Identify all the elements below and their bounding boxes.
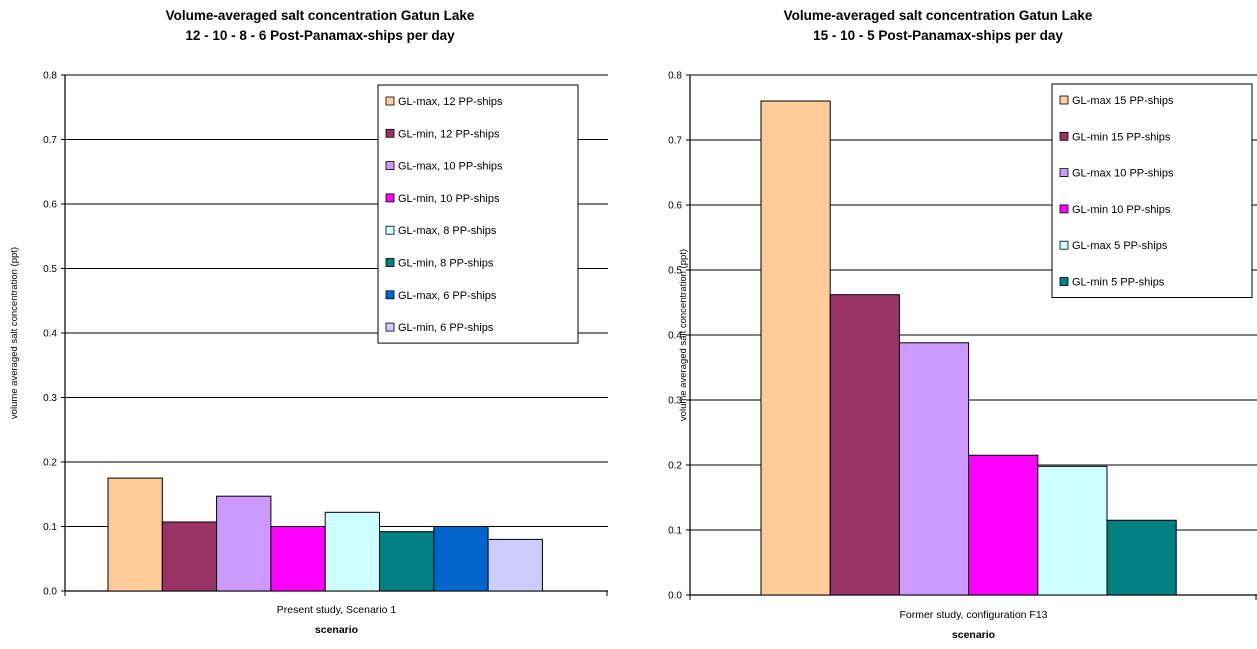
legend-swatch: [385, 193, 395, 203]
legend-label: GL-max 5 PP-ships: [1072, 240, 1168, 252]
bar-gl-min-10-pp-ships: [270, 526, 326, 592]
legend-box: [377, 84, 579, 344]
chart-title-line: 15 - 10 - 5 Post-Panamax-ships per day: [813, 28, 1063, 43]
y-tick-label: 0.3: [43, 393, 57, 404]
bar-gl-min-12-pp-ships: [161, 521, 218, 592]
y-axis-label: volume averaged salt concentration (ppt): [9, 247, 20, 419]
bar-gl-max-15-pp-ships: [760, 100, 831, 596]
legend-swatch: [385, 128, 395, 138]
y-tick-label: 0.6: [43, 200, 57, 211]
chart-right-svg: Volume-averaged salt concentration Gatun…: [668, 8, 1257, 641]
y-tick-label: 0.3: [668, 396, 682, 407]
legend-label: GL-min, 12 PP-ships: [398, 128, 500, 140]
y-tick-label: 0.0: [668, 591, 682, 602]
legend-label: GL-max 10 PP-ships: [1072, 168, 1174, 180]
bar-gl-min-5-pp-ships: [1106, 519, 1177, 596]
legend-swatch: [1059, 204, 1069, 214]
y-axis-label: volume averaged salt concentration (ppt): [678, 249, 689, 421]
legend-swatch: [385, 322, 395, 332]
legend-label: GL-min 5 PP-ships: [1072, 277, 1165, 289]
legend-label: GL-max, 12 PP-ships: [398, 96, 503, 108]
legend-swatch: [385, 258, 395, 267]
bar-gl-min-15-pp-ships: [829, 294, 900, 596]
bar-gl-min-8-pp-ships: [379, 531, 435, 592]
bar-gl-max-10-pp-ships: [898, 342, 970, 596]
y-tick-label: 0.6: [668, 201, 682, 212]
y-tick-label: 0.7: [668, 136, 682, 147]
chart-left-svg: Volume-averaged salt concentration Gatun…: [9, 8, 608, 636]
y-tick-label: 0.5: [43, 264, 57, 275]
bar-gl-max-8-pp-ships: [324, 511, 381, 592]
bar-gl-min-10-pp-ships: [968, 454, 1039, 596]
y-tick-label: 0.2: [43, 458, 57, 469]
chart-title-line: Volume-averaged salt concentration Gatun…: [784, 8, 1093, 23]
bar-gl-max-5-pp-ships: [1037, 465, 1108, 596]
x-category-label: Present study, Scenario 1: [277, 604, 397, 616]
legend-label: GL-min, 10 PP-ships: [398, 193, 500, 205]
legend-label: GL-min, 8 PP-ships: [398, 258, 494, 270]
chart-left: Volume-averaged salt concentration Gatun…: [0, 0, 628, 649]
chart-right: Volume-averaged salt concentration Gatun…: [628, 0, 1257, 649]
legend-swatch: [1059, 168, 1069, 178]
legend-swatch: [385, 96, 395, 106]
y-tick-label: 0.1: [43, 522, 57, 533]
y-tick-label: 0.8: [668, 71, 682, 82]
legend-label: GL-min, 6 PP-ships: [398, 322, 494, 334]
y-tick-label: 0.5: [668, 266, 682, 277]
bar-gl-max-10-pp-ships: [216, 495, 272, 592]
legend-label: GL-min 15 PP-ships: [1072, 131, 1171, 143]
y-tick-label: 0.4: [43, 329, 57, 340]
legend-label: GL-max, 6 PP-ships: [398, 290, 497, 302]
legend-label: GL-max, 10 PP-ships: [398, 161, 503, 173]
legend-box: [1051, 83, 1253, 298]
x-axis-label: scenario: [315, 624, 358, 636]
bar-gl-max-12-pp-ships: [107, 477, 163, 592]
legend-swatch: [1059, 95, 1069, 105]
legend-label: GL-max, 8 PP-ships: [398, 225, 497, 237]
chart-title-line: Volume-averaged salt concentration Gatun…: [166, 8, 475, 23]
x-axis-label: scenario: [952, 629, 995, 641]
legend-label: GL-max 15 PP-ships: [1072, 95, 1174, 107]
y-tick-label: 0.1: [668, 526, 682, 537]
legend-swatch: [1059, 240, 1069, 250]
x-category-label: Former study, configuration F13: [899, 609, 1047, 621]
y-tick-label: 0.7: [43, 135, 57, 146]
y-tick-label: 0.0: [43, 587, 57, 598]
bar-gl-min-6-pp-ships: [487, 538, 543, 592]
legend-swatch: [385, 161, 395, 171]
legend-swatch: [1059, 131, 1069, 141]
y-tick-label: 0.8: [43, 71, 57, 82]
y-tick-label: 0.4: [668, 331, 682, 342]
legend-swatch: [385, 290, 395, 300]
bar-gl-max-6-pp-ships: [433, 526, 489, 592]
y-tick-label: 0.2: [668, 461, 682, 472]
legend-swatch: [1059, 277, 1069, 286]
legend-label: GL-min 10 PP-ships: [1072, 204, 1171, 216]
chart-title-line: 12 - 10 - 8 - 6 Post-Panamax-ships per d…: [185, 28, 455, 43]
legend-swatch: [385, 225, 395, 235]
